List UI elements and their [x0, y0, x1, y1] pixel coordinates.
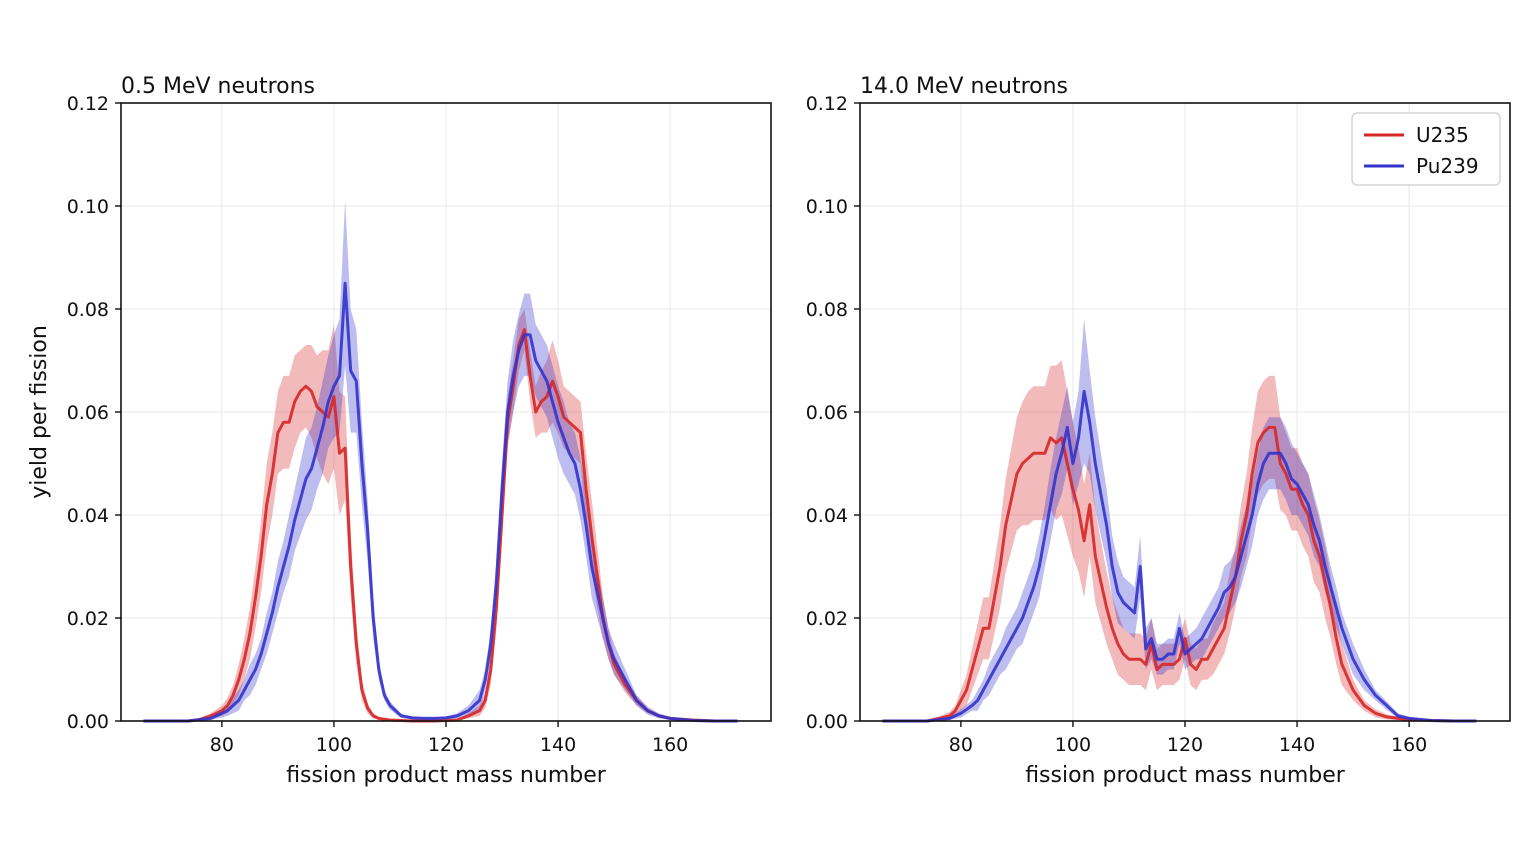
y-tick-label: 0.00 [806, 711, 848, 733]
series-band-pu239 [143, 200, 738, 722]
y-axis-title: yield per fission [27, 325, 52, 499]
y-tick-label: 0.10 [806, 196, 848, 218]
series-band-u235 [882, 360, 1477, 721]
chart-title: 14.0 MeV neutrons [860, 74, 1068, 99]
legend-label-pu239: Pu239 [1416, 154, 1479, 178]
y-tick-label: 0.00 [67, 711, 109, 733]
x-tick-label: 140 [1279, 734, 1315, 756]
y-tick-label: 0.02 [806, 608, 848, 630]
y-tick-label: 0.10 [67, 196, 109, 218]
series-line-u235 [143, 328, 738, 723]
y-tick-label: 0.06 [67, 402, 109, 424]
legend-label-u235: U235 [1416, 123, 1469, 147]
x-axis-title: fission product mass number [286, 763, 607, 788]
y-tick-label: 0.04 [806, 505, 848, 527]
y-tick-label: 0.12 [67, 93, 109, 115]
chart-title: 0.5 MeV neutrons [121, 74, 315, 99]
y-tick-label: 0.12 [806, 93, 848, 115]
series-line-pu239 [882, 389, 1477, 723]
x-tick-label: 80 [949, 734, 973, 756]
y-tick-label: 0.02 [67, 608, 109, 630]
series-band-pu239 [882, 319, 1477, 721]
x-tick-label: 100 [316, 734, 352, 756]
chart-panel-1: 80 100 120 140 160 0.00 0.02 0.04 0.06 0.08 0.10 0.… [27, 74, 772, 788]
x-tick-label: 140 [540, 734, 576, 756]
x-tick-label: 160 [1391, 734, 1427, 756]
y-tick-label: 0.08 [67, 299, 109, 321]
y-tick-label: 0.04 [67, 505, 109, 527]
x-tick-label: 120 [1167, 734, 1203, 756]
x-tick-label: 160 [652, 734, 688, 756]
y-tick-label: 0.06 [806, 402, 848, 424]
y-tick-label: 0.08 [806, 299, 848, 321]
x-tick-label: 80 [210, 734, 234, 756]
x-axis-title: fission product mass number [1025, 763, 1346, 788]
series-line-pu239 [143, 281, 738, 723]
x-tick-label: 120 [428, 734, 464, 756]
series-line-u235 [882, 425, 1477, 723]
chart-panel-2: 80 100 120 140 160 0.00 0.02 0.04 0.06 0.08 0.10 0.… [806, 74, 1511, 788]
legend: U235 Pu239 [1351, 112, 1501, 186]
x-tick-label: 100 [1055, 734, 1091, 756]
